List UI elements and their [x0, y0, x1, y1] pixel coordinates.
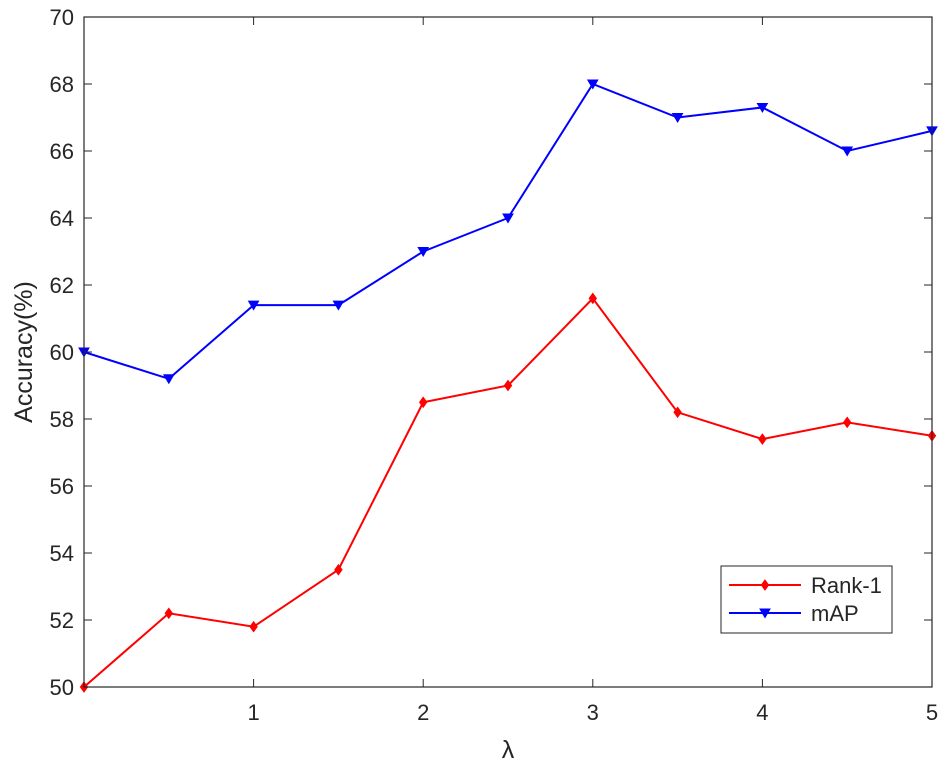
data-point	[164, 607, 174, 620]
y-tick-label: 60	[50, 340, 74, 365]
data-point	[417, 247, 430, 257]
legend-swatch-marker	[760, 579, 770, 591]
legend-label: mAP	[811, 601, 859, 626]
x-axis-label: λ	[502, 736, 515, 764]
y-axis-label: Accuracy(%)	[10, 281, 38, 423]
data-point	[247, 300, 260, 311]
y-tick-label: 62	[50, 273, 74, 298]
data-point	[673, 406, 682, 419]
legend-swatch-marker	[759, 608, 771, 619]
data-point	[671, 113, 684, 123]
series-rank-1	[79, 292, 937, 693]
y-tick-label: 52	[50, 608, 74, 633]
y-tick-label: 54	[50, 541, 74, 566]
y-tick-label: 68	[50, 72, 74, 97]
y-tick-label: 66	[50, 139, 74, 164]
legend-item: Rank-1	[729, 573, 882, 598]
legend-item: mAP	[729, 601, 859, 626]
x-tick-label: 2	[417, 700, 429, 725]
data-point	[502, 213, 514, 224]
data-point	[588, 292, 598, 305]
x-tick-label: 1	[247, 700, 259, 725]
ticks-layer: 1 2 3 4 5 50 52 54 56 58 60 62 64 66 68 70	[50, 5, 939, 725]
y-tick-label: 50	[50, 675, 74, 700]
data-point	[756, 102, 769, 113]
legend-label: Rank-1	[811, 573, 882, 598]
y-tick-label: 56	[50, 474, 74, 499]
data-point	[841, 146, 854, 157]
series-map	[78, 79, 938, 385]
legend: Rank-1 mAP	[720, 565, 893, 634]
x-tick-label: 5	[926, 700, 938, 725]
data-point	[418, 396, 428, 409]
data-point	[842, 416, 852, 429]
y-tick-label: 64	[50, 206, 74, 231]
legend-box	[720, 565, 893, 634]
x-tick-label: 3	[587, 700, 599, 725]
data-point	[586, 79, 599, 90]
data-point	[503, 379, 513, 392]
data-point	[332, 300, 345, 311]
y-tick-label: 58	[50, 407, 74, 432]
x-tick-label: 4	[756, 700, 768, 725]
data-point	[249, 620, 258, 633]
data-point	[758, 433, 767, 445]
data-point	[162, 374, 175, 385]
y-tick-label: 70	[50, 5, 74, 30]
data-point	[334, 563, 343, 576]
series-layer	[78, 79, 938, 693]
